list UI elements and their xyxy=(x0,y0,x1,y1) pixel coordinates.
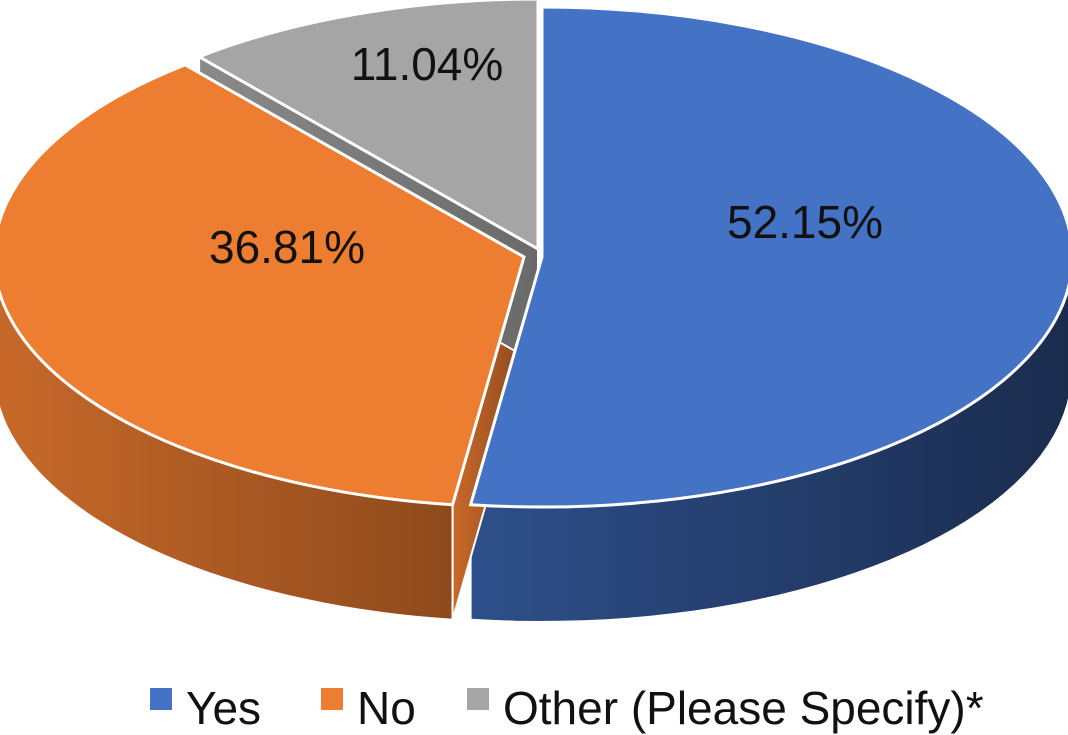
legend-item-other-please-specify: Other (Please Specify)* xyxy=(467,682,984,734)
data-label-no: 36.81% xyxy=(209,221,365,273)
legend-swatch-no xyxy=(321,688,343,710)
slice-top-other-please-specify xyxy=(195,0,540,252)
legend-label-other-please-specify: Other (Please Specify)* xyxy=(503,682,984,734)
legend-swatch-yes xyxy=(150,688,172,710)
legend-label-no: No xyxy=(357,682,416,734)
data-label-other-please-specify: 11.04% xyxy=(351,38,504,90)
slice-top-no xyxy=(0,63,526,507)
legend-label-yes: Yes xyxy=(186,682,261,734)
legend: Yes No Other (Please Specify)* xyxy=(150,682,984,734)
legend-swatch-other-please-specify xyxy=(467,688,489,710)
data-label-yes: 52.15% xyxy=(727,196,883,248)
slice-tops xyxy=(0,0,1068,509)
legend-item-yes: Yes xyxy=(150,682,261,734)
slice-labels: 52.15% 36.81% 11.04% xyxy=(209,38,883,273)
legend-item-no: No xyxy=(321,682,416,734)
slice-top-yes xyxy=(468,5,1068,509)
